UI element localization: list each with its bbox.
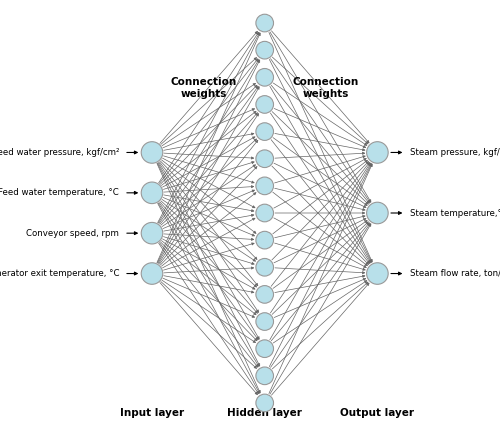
Text: Feed water pressure, kgf/cm²: Feed water pressure, kgf/cm² xyxy=(0,148,119,157)
Text: Output layer: Output layer xyxy=(340,408,414,417)
Ellipse shape xyxy=(256,313,274,331)
Ellipse shape xyxy=(256,41,274,59)
Text: Incinerator exit temperature, °C: Incinerator exit temperature, °C xyxy=(0,269,119,278)
Text: Hidden layer: Hidden layer xyxy=(228,408,302,417)
Ellipse shape xyxy=(256,14,274,32)
Text: Conveyor speed, rpm: Conveyor speed, rpm xyxy=(26,229,119,238)
Ellipse shape xyxy=(256,231,274,249)
Text: Connection
weights: Connection weights xyxy=(170,77,236,98)
Ellipse shape xyxy=(141,263,163,284)
Text: Steam temperature,°C: Steam temperature,°C xyxy=(410,208,500,218)
Ellipse shape xyxy=(256,95,274,113)
Ellipse shape xyxy=(366,202,388,224)
Ellipse shape xyxy=(256,285,274,303)
Ellipse shape xyxy=(366,263,388,284)
Ellipse shape xyxy=(256,204,274,222)
Text: Steam pressure, kgf/cm²: Steam pressure, kgf/cm² xyxy=(410,148,500,157)
Ellipse shape xyxy=(256,340,274,357)
Ellipse shape xyxy=(256,367,274,385)
Ellipse shape xyxy=(256,150,274,167)
Ellipse shape xyxy=(256,123,274,141)
Text: Input layer: Input layer xyxy=(120,408,184,417)
Ellipse shape xyxy=(141,142,163,163)
Ellipse shape xyxy=(366,142,388,163)
Ellipse shape xyxy=(256,69,274,86)
Text: Connection
weights: Connection weights xyxy=(293,77,359,98)
Ellipse shape xyxy=(141,222,163,244)
Ellipse shape xyxy=(256,177,274,195)
Text: Feed water temperature, °C: Feed water temperature, °C xyxy=(0,188,119,197)
Ellipse shape xyxy=(256,259,274,276)
Ellipse shape xyxy=(256,394,274,412)
Text: Steam flow rate, ton/h: Steam flow rate, ton/h xyxy=(410,269,500,278)
Ellipse shape xyxy=(141,182,163,204)
